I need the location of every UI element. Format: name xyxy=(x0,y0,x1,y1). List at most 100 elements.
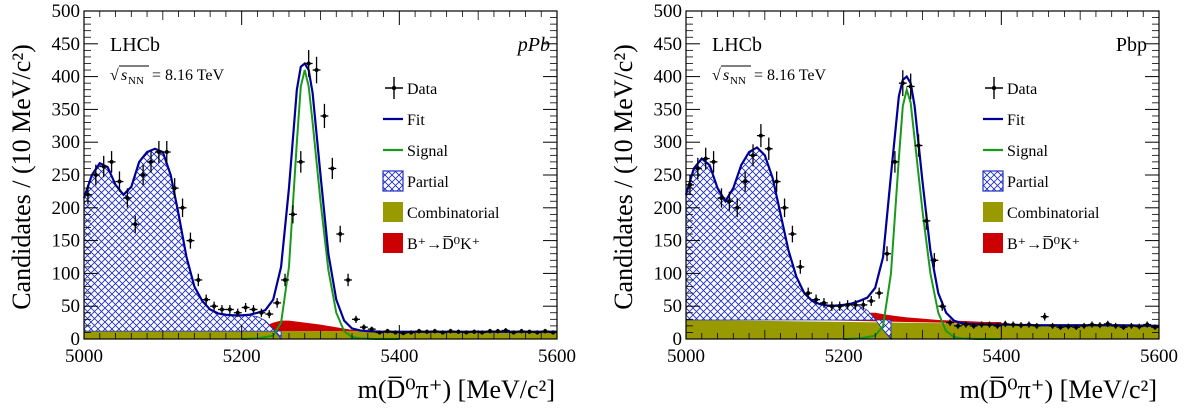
y-tick-label: 250 xyxy=(52,165,81,186)
data-point xyxy=(462,330,471,335)
data-point xyxy=(1127,322,1136,329)
data-point xyxy=(993,322,1002,329)
y-tick-label: 350 xyxy=(654,99,683,120)
data-marker xyxy=(1121,325,1126,330)
data-marker xyxy=(782,205,787,210)
legend-label-signal: Signal xyxy=(407,143,448,160)
data-marker xyxy=(814,297,819,302)
data-point xyxy=(820,298,828,308)
data-marker xyxy=(156,150,161,155)
data-point xyxy=(296,151,305,173)
x-tick-label: 5400 xyxy=(380,346,418,367)
data-marker xyxy=(172,186,177,191)
data-point xyxy=(438,330,447,335)
data-point xyxy=(756,124,765,148)
data-marker xyxy=(987,322,992,327)
data-marker xyxy=(527,329,532,334)
data-marker xyxy=(932,258,937,263)
data-point xyxy=(914,134,923,157)
data-point xyxy=(470,329,479,334)
data-marker xyxy=(164,150,169,155)
data-point xyxy=(930,253,939,268)
data-marker xyxy=(766,146,771,151)
legend-entry-data: Data xyxy=(385,77,437,99)
data-marker xyxy=(1050,323,1055,328)
data-point xyxy=(1143,321,1152,328)
data-point xyxy=(890,151,899,173)
legend-entry-fit: Fit xyxy=(983,112,1025,129)
data-point xyxy=(525,329,534,334)
data-point xyxy=(162,140,171,164)
data-marker xyxy=(1145,322,1150,327)
data-marker xyxy=(377,330,382,335)
data-point xyxy=(257,308,266,317)
data-point xyxy=(835,301,844,311)
data-point xyxy=(399,331,408,336)
data-marker xyxy=(774,179,779,184)
x-axis-title-left: m(D̅⁰π⁺) [MeV/c²] xyxy=(358,375,555,404)
data-marker xyxy=(711,159,716,164)
data-marker xyxy=(727,199,732,204)
data-marker xyxy=(424,329,429,334)
data-point xyxy=(1088,321,1096,328)
data-marker xyxy=(971,323,976,328)
data-point xyxy=(725,191,734,211)
data-marker xyxy=(1113,323,1118,328)
data-point xyxy=(352,315,360,323)
x-tick-label: 5600 xyxy=(1140,346,1178,367)
data-point xyxy=(1024,321,1033,328)
data-marker xyxy=(393,330,398,335)
data-point xyxy=(741,171,750,192)
data-marker xyxy=(798,264,803,269)
data-marker xyxy=(369,327,374,332)
data-point xyxy=(233,308,242,317)
data-point xyxy=(851,300,860,310)
y-tick-label: 150 xyxy=(52,231,81,252)
panel-left: Candidates / (10 MeV/c²) m(D̅⁰π⁺) [MeV/c… xyxy=(7,1,576,404)
legend-label-data: Data xyxy=(407,81,437,98)
y-tick-label: 450 xyxy=(52,34,81,55)
data-marker xyxy=(361,325,366,330)
data-point xyxy=(422,329,431,334)
data-marker xyxy=(924,218,929,223)
legend-entry-data: Data xyxy=(985,77,1037,99)
data-marker xyxy=(401,331,406,336)
data-marker xyxy=(503,328,508,333)
x-tick-label: 5000 xyxy=(667,346,705,367)
data-marker xyxy=(861,302,866,307)
data-marker xyxy=(1105,321,1110,326)
data-point xyxy=(1032,322,1041,329)
energy-label-left: √ s NN = 8.16 TeV xyxy=(110,65,224,87)
data-marker xyxy=(543,329,548,334)
data-marker xyxy=(306,61,311,66)
y-tick-label: 50 xyxy=(61,296,80,317)
legend-partial-swatch xyxy=(382,170,404,192)
data-point xyxy=(764,137,773,160)
data-point xyxy=(843,300,852,310)
data-point xyxy=(772,171,781,192)
data-marker xyxy=(1066,324,1071,329)
data-marker xyxy=(845,302,850,307)
data-marker xyxy=(829,304,834,309)
data-point xyxy=(954,322,962,329)
data-point xyxy=(415,328,423,334)
data-marker xyxy=(409,330,414,335)
y-tick-label: 100 xyxy=(52,263,81,284)
sqrt-sign: √ xyxy=(712,67,721,84)
data-marker xyxy=(180,205,185,210)
data-point xyxy=(977,321,986,328)
data-point xyxy=(147,151,155,173)
data-point xyxy=(170,178,179,199)
data-marker xyxy=(892,159,897,164)
data-marker xyxy=(487,329,492,334)
data-marker xyxy=(1019,323,1024,328)
y-tick-label: 250 xyxy=(654,165,683,186)
signal-line xyxy=(843,85,1002,340)
data-marker xyxy=(125,195,130,200)
y-tick-label: 200 xyxy=(52,198,81,219)
legend-label-data: Data xyxy=(1007,81,1037,98)
y-tick-label: 350 xyxy=(52,99,81,120)
x-tick-label: 5600 xyxy=(538,346,576,367)
energy-subscript: NN xyxy=(730,75,746,87)
sqrt-sign: √ xyxy=(110,67,119,84)
